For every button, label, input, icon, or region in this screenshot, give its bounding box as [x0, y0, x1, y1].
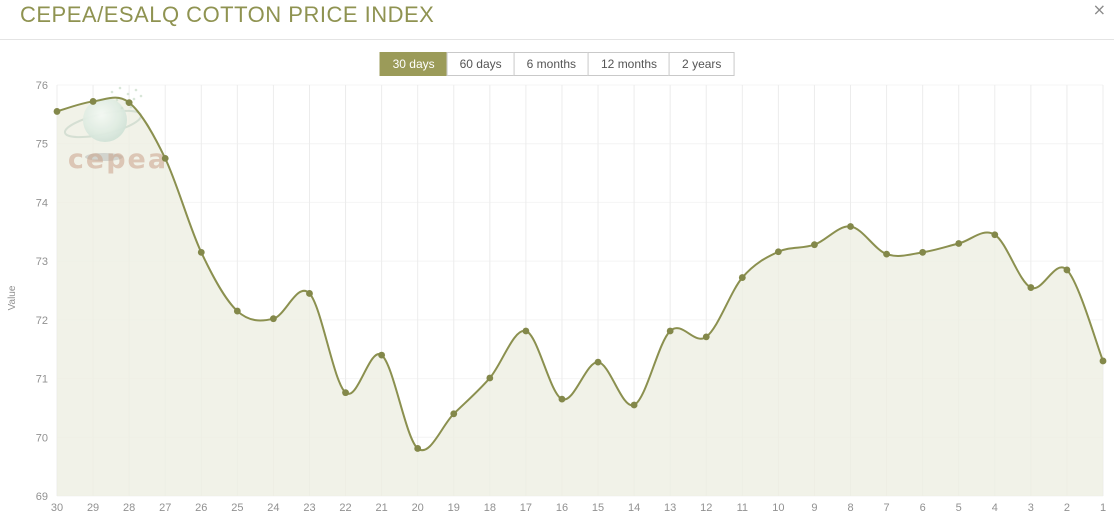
y-axis-tick-label: 69 [36, 491, 48, 503]
data-point-marker [450, 410, 458, 418]
tab-6-months[interactable]: 6 months [513, 52, 590, 76]
data-point-marker [811, 241, 818, 249]
tab-2-years[interactable]: 2 years [669, 52, 735, 76]
data-point-marker [919, 248, 927, 256]
data-point-marker [125, 99, 133, 107]
data-point-marker [161, 154, 169, 162]
data-point-marker [594, 358, 602, 366]
x-axis-tick-label: 18 [484, 502, 496, 514]
sparkle-dot [139, 94, 143, 98]
x-axis-tick-label: 10 [772, 502, 784, 514]
x-axis-tick-label: 6 [920, 502, 926, 514]
page-title: CEPEA/ESALQ COTTON PRICE INDEX [20, 2, 435, 27]
x-axis-tick-label: 15 [592, 502, 604, 514]
data-point-marker [702, 333, 710, 341]
watermark-text: cepea [68, 144, 168, 175]
x-axis-tick-label: 24 [267, 502, 279, 514]
range-tabs: 30 days 60 days 6 months 12 months 2 years [379, 52, 735, 76]
data-point-marker [233, 307, 241, 315]
data-point-marker [306, 290, 313, 297]
close-icon[interactable]: × [1089, 0, 1110, 20]
sparkle-dot [115, 98, 119, 102]
x-axis-tick-label: 17 [520, 502, 532, 514]
x-axis-tick-label: 25 [231, 502, 243, 514]
x-axis-tick-label: 16 [556, 502, 568, 514]
x-axis-tick-label: 5 [956, 502, 962, 514]
x-axis-tick-label: 3 [1028, 502, 1034, 514]
price-index-chart: cepea 76 75 74 73 72 71 70 69 30 29 28 27 26 25 24 23 22 2… [0, 80, 1114, 517]
data-point-marker [847, 223, 854, 230]
title-divider [0, 39, 1114, 40]
data-point-marker [558, 395, 566, 403]
x-axis-tick-label: 13 [664, 502, 676, 514]
data-point-marker [342, 389, 349, 397]
x-axis-tick-label: 8 [847, 502, 853, 514]
data-point-marker [1063, 266, 1071, 274]
sparkle-dot [118, 86, 122, 90]
area-series [57, 97, 1103, 496]
y-axis-title: Value [7, 285, 18, 310]
y-axis-tick-label: 75 [36, 139, 48, 151]
data-point-marker [666, 327, 674, 335]
sparkle-dot [132, 97, 136, 101]
y-axis-tick-label: 76 [36, 80, 48, 92]
y-axis-tick-label: 71 [36, 374, 48, 386]
sparkle-dot [134, 88, 138, 92]
data-point-marker [522, 327, 530, 335]
data-point-marker [1099, 357, 1107, 365]
y-axis-tick-label: 74 [36, 197, 48, 209]
data-point-marker [89, 98, 97, 105]
sparkle-dot [120, 106, 124, 110]
x-axis-tick-label: 1 [1100, 502, 1106, 514]
sparkle-dot [129, 105, 133, 109]
x-axis-tick-label: 23 [303, 502, 315, 514]
data-point-marker [486, 374, 494, 382]
data-point-marker [270, 315, 277, 323]
x-axis-tick-label: 26 [195, 502, 207, 514]
x-axis-tick-label: 21 [375, 502, 387, 514]
data-point-marker [53, 108, 61, 115]
y-axis-tick-label: 70 [36, 432, 48, 444]
data-point-marker [883, 250, 890, 258]
sparkle-dot [110, 90, 114, 94]
x-axis-tick-label: 19 [448, 502, 460, 514]
x-axis-tick-label: 14 [628, 502, 640, 514]
data-point-marker [955, 240, 963, 247]
x-axis-tick-label: 4 [992, 502, 998, 514]
y-axis-tick-label: 72 [36, 315, 48, 327]
x-axis-tick-label: 20 [412, 502, 424, 514]
x-axis-tick-label: 22 [339, 502, 351, 514]
tab-12-months[interactable]: 12 months [588, 52, 671, 76]
x-axis-tick-label: 2 [1064, 502, 1070, 514]
data-point-marker [630, 401, 638, 409]
globe-shadow [85, 153, 123, 161]
x-axis-tick-label: 9 [811, 502, 817, 514]
data-point-marker [738, 274, 746, 281]
x-axis-tick-label: 12 [700, 502, 712, 514]
x-axis-tick-label: 30 [51, 502, 63, 514]
tab-60-days[interactable]: 60 days [446, 52, 515, 76]
data-point-marker [1027, 284, 1035, 291]
data-point-marker [774, 248, 782, 256]
x-axis-tick-label: 29 [87, 502, 99, 514]
data-point-marker [414, 445, 422, 452]
sparkle-dot [126, 92, 130, 96]
data-point-marker [378, 351, 386, 359]
data-point-marker [197, 248, 205, 256]
x-axis-tick-label: 7 [884, 502, 890, 514]
data-point-marker [991, 231, 999, 239]
x-axis-tick-label: 28 [123, 502, 135, 514]
cepea-globe-watermark: cepea [63, 86, 168, 175]
tab-30-days[interactable]: 30 days [379, 52, 448, 76]
x-axis-tick-label: 27 [159, 502, 171, 514]
y-axis-tick-label: 73 [36, 256, 48, 268]
x-axis-tick-label: 11 [737, 502, 748, 514]
globe [83, 98, 127, 142]
